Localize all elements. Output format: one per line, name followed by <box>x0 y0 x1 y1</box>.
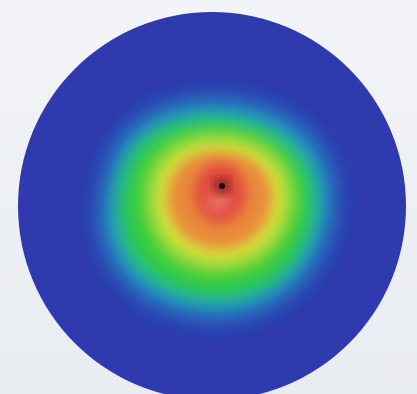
intensity-blob <box>104 102 330 315</box>
intensity-core-center <box>219 183 225 189</box>
intensity-highlight <box>206 192 230 212</box>
